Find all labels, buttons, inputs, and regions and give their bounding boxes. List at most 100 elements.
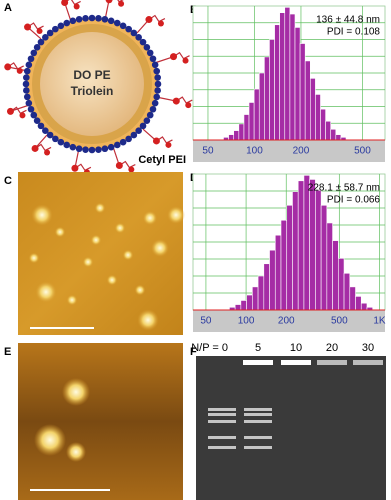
head-group <box>37 38 45 46</box>
charge <box>71 164 79 172</box>
charge <box>128 166 135 173</box>
bar <box>234 304 242 311</box>
particle <box>28 252 40 264</box>
core-text: Triolein <box>71 84 114 98</box>
bar <box>355 296 362 311</box>
charge <box>36 28 43 35</box>
axis-band <box>193 140 385 162</box>
charge <box>105 0 113 4</box>
head-group <box>149 105 157 113</box>
panel-a: A DO PE Triolein Cetyl PEI <box>4 0 193 176</box>
x-tick-label: 50 <box>200 316 212 327</box>
well-band <box>317 360 347 365</box>
head-group <box>88 146 96 154</box>
head-group <box>23 74 30 81</box>
bar <box>228 134 235 141</box>
charge <box>24 23 32 31</box>
particle <box>122 249 134 261</box>
head-group <box>27 55 35 63</box>
bar <box>320 204 328 311</box>
head-group <box>146 49 154 57</box>
x-tick-label: 50 <box>202 146 214 157</box>
bar <box>338 258 345 311</box>
head-group <box>135 34 142 41</box>
particle <box>142 210 158 226</box>
head-group <box>82 15 89 22</box>
panel-label: A <box>4 2 12 14</box>
panel-c: C <box>4 172 185 335</box>
head-group <box>130 29 138 37</box>
head-group <box>57 138 65 146</box>
head-group <box>37 122 45 130</box>
head-group <box>95 146 102 153</box>
head-group <box>101 15 109 23</box>
head-group <box>153 67 161 75</box>
x-tick-label: 100 <box>238 316 255 327</box>
head-group <box>125 135 132 143</box>
bar <box>325 120 332 141</box>
x-tick-label: 500 <box>354 146 371 157</box>
head-group <box>33 117 41 124</box>
head-group <box>57 22 65 30</box>
band <box>244 436 272 439</box>
lane-label: 10 <box>290 342 302 354</box>
head-group <box>23 93 31 101</box>
head-group <box>25 61 33 69</box>
axis-band <box>193 310 385 332</box>
charge <box>185 102 192 109</box>
charge <box>73 3 80 10</box>
polymer-chain <box>136 14 166 34</box>
bar <box>289 13 296 141</box>
particle <box>66 442 86 462</box>
bar <box>343 272 351 311</box>
lane-label: 5 <box>255 342 261 354</box>
polymer-label: Cetyl PEI <box>138 154 186 166</box>
head-group <box>52 135 59 143</box>
bar <box>240 300 247 311</box>
charge <box>172 97 180 105</box>
core <box>40 32 144 136</box>
particle <box>137 309 159 331</box>
x-tick-label: 200 <box>278 316 295 327</box>
head-group <box>130 131 138 139</box>
bar <box>299 43 306 141</box>
head-group <box>143 117 151 124</box>
panel-label: F <box>190 346 197 358</box>
panel-f: F N/P = 0 5 10 20 30 <box>190 342 386 500</box>
bar <box>297 180 305 311</box>
lane-label: N/P = 0 <box>191 342 228 354</box>
bar <box>252 286 259 311</box>
bar <box>310 78 316 141</box>
band <box>244 446 272 449</box>
panel-label: C <box>4 175 12 187</box>
charge <box>31 144 39 152</box>
band <box>208 446 236 449</box>
bar <box>274 24 280 141</box>
charge <box>6 107 14 115</box>
polymer-chain <box>10 105 28 115</box>
head-group <box>139 122 147 130</box>
bar <box>253 88 260 141</box>
head-group <box>23 87 30 94</box>
well-band <box>353 360 383 365</box>
gel <box>196 356 386 500</box>
head-group <box>151 99 159 107</box>
bar <box>280 219 288 311</box>
well-band <box>243 360 273 365</box>
bar <box>303 175 310 311</box>
head-group <box>63 141 71 149</box>
polymer-chain <box>6 62 26 72</box>
head-group <box>42 34 49 41</box>
head-group <box>119 138 127 146</box>
polymer-chain <box>26 22 44 40</box>
annotation: 228.1 ± 58.7 nm <box>308 183 380 194</box>
particle <box>54 226 66 238</box>
particle <box>35 281 57 303</box>
particle <box>167 206 185 224</box>
particle <box>134 284 146 296</box>
head-group <box>149 55 157 63</box>
charge <box>44 149 51 156</box>
panel-label: E <box>4 346 11 358</box>
charge <box>118 0 125 7</box>
bar <box>309 179 316 311</box>
